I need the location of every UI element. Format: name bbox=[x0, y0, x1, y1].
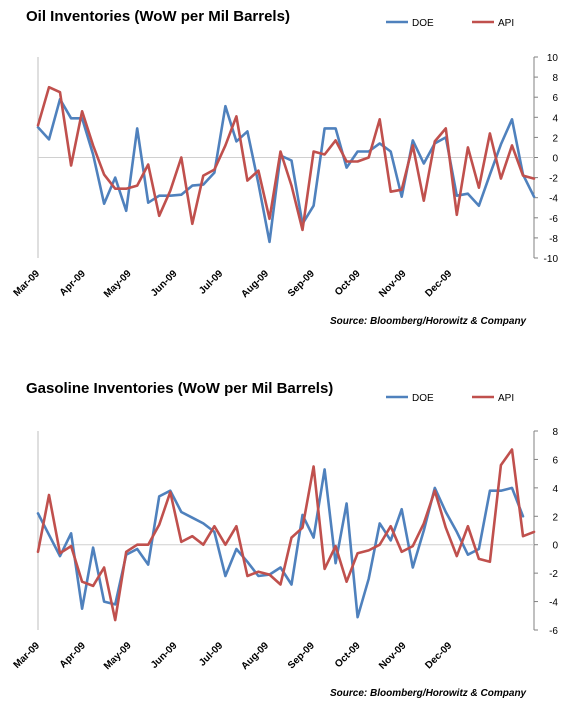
x-tick-label: Aug-09 bbox=[239, 268, 271, 300]
y-tick-label: -6 bbox=[549, 626, 558, 637]
gasoline-inventories-chart: Gasoline Inventories (WoW per Mil Barrel… bbox=[0, 372, 577, 714]
x-tick-label: Apr-09 bbox=[58, 268, 88, 298]
series-line-api bbox=[36, 85, 536, 232]
x-tick-label: Mar-09 bbox=[12, 268, 43, 299]
y-tick-label: 2 bbox=[552, 133, 558, 144]
y-tick-label: -6 bbox=[549, 214, 558, 225]
y-tick-label: 8 bbox=[552, 427, 558, 438]
x-tick-label: Apr-09 bbox=[58, 640, 88, 670]
y-tick-label: -4 bbox=[549, 598, 558, 609]
y-tick-label: 0 bbox=[552, 541, 558, 552]
oil-inventories-chart: Oil Inventories (WoW per Mil Barrels) 10… bbox=[0, 0, 577, 340]
x-tick-label: Oct-09 bbox=[333, 640, 363, 670]
chart-title: Gasoline Inventories (WoW per Mil Barrel… bbox=[26, 380, 334, 397]
source-note: Source: Bloomberg/Horowitz & Company bbox=[330, 688, 527, 699]
y-tick-label: -10 bbox=[544, 254, 559, 265]
y-tick-label: -2 bbox=[549, 174, 558, 185]
x-tick-label: Jun-09 bbox=[149, 268, 180, 299]
y-tick-label: 10 bbox=[547, 53, 559, 64]
x-tick-label: Dec-09 bbox=[423, 640, 454, 671]
y-tick-label: 0 bbox=[552, 154, 558, 165]
x-tick-label: May-09 bbox=[102, 268, 134, 300]
series-line-doe bbox=[36, 468, 525, 619]
oil-inventories-plot: 10 8 6 4 2 0 -2 -4 -6 -8 -10 Mar-09 Apr-09 May-09 Jun-… bbox=[12, 18, 559, 300]
legend-label-doe: DOE bbox=[412, 18, 434, 29]
x-tick-label: Jul-09 bbox=[197, 268, 226, 297]
x-tick-label: Sep-09 bbox=[286, 640, 317, 671]
x-tick-label: Dec-09 bbox=[423, 268, 454, 299]
x-tick-label: Sep-09 bbox=[286, 268, 317, 299]
legend-label-doe: DOE bbox=[412, 393, 434, 404]
x-tick-label: Jul-09 bbox=[197, 640, 226, 669]
y-tick-label: -4 bbox=[549, 194, 558, 205]
series-line-api bbox=[36, 448, 536, 622]
gasoline-inventories-plot: 8 6 4 2 0 -2 -4 -6 Mar-09 Apr-09 May-09 Jun-09 Jul-0… bbox=[12, 393, 559, 672]
x-tick-label: Nov-09 bbox=[377, 640, 409, 672]
y-tick-label: 2 bbox=[552, 512, 558, 523]
x-tick-label: Aug-09 bbox=[239, 640, 271, 672]
x-tick-label: May-09 bbox=[102, 640, 134, 672]
source-note: Source: Bloomberg/Horowitz & Company bbox=[330, 316, 527, 327]
y-tick-label: 6 bbox=[552, 455, 558, 466]
chart-title: Oil Inventories (WoW per Mil Barrels) bbox=[26, 8, 290, 25]
legend-label-api: API bbox=[498, 18, 514, 29]
y-tick-label: 4 bbox=[552, 484, 558, 495]
y-tick-label: 4 bbox=[552, 113, 558, 124]
x-tick-label: Oct-09 bbox=[333, 268, 363, 298]
y-tick-label: -2 bbox=[549, 569, 558, 580]
x-tick-label: Mar-09 bbox=[12, 640, 43, 671]
x-tick-label: Jun-09 bbox=[149, 640, 180, 671]
y-tick-label: -8 bbox=[549, 234, 558, 245]
y-tick-label: 6 bbox=[552, 93, 558, 104]
x-tick-label: Nov-09 bbox=[377, 268, 409, 300]
legend-label-api: API bbox=[498, 393, 514, 404]
y-tick-label: 8 bbox=[552, 73, 558, 84]
